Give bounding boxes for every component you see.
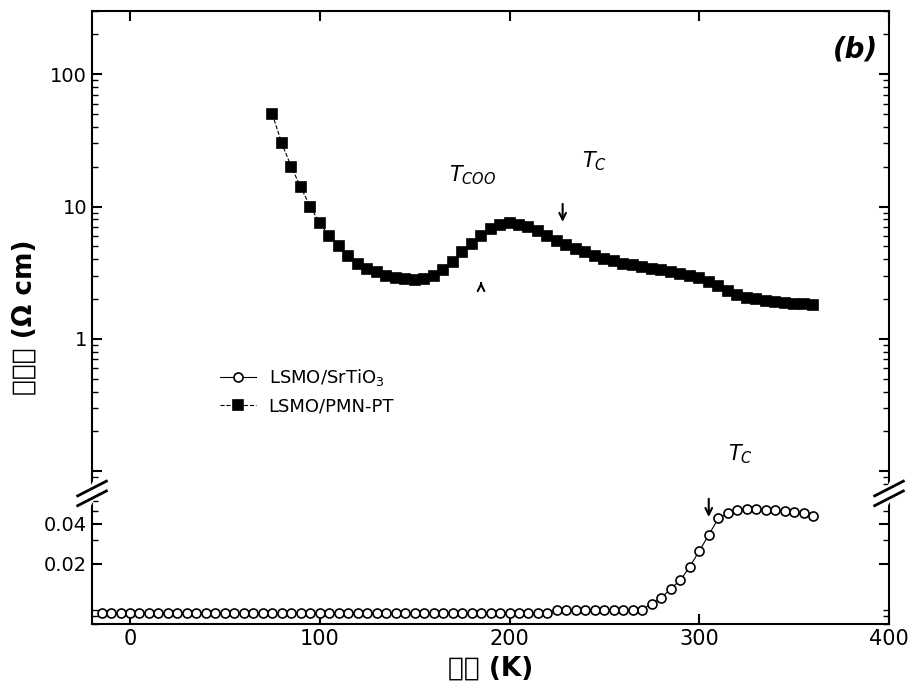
Line: LSMO/SrTiO$_3$: LSMO/SrTiO$_3$ — [96, 505, 817, 617]
LSMO/PMN-PT — [721, 287, 732, 295]
X-axis label: 温度 (K): 温度 (K) — [448, 656, 533, 682]
LSMO/SrTiO$_3$ — [807, 511, 818, 520]
Text: $T_{COO}$: $T_{COO}$ — [448, 164, 495, 187]
LSMO/SrTiO$_3$ — [741, 505, 752, 513]
LSMO/PMN-PT — [390, 274, 401, 282]
Y-axis label: 电阵率 (Ω cm): 电阵率 (Ω cm) — [11, 240, 37, 395]
LSMO/SrTiO$_3$ — [96, 608, 107, 617]
Legend: LSMO/SrTiO$_3$, LSMO/PMN-PT: LSMO/SrTiO$_3$, LSMO/PMN-PT — [212, 360, 401, 423]
LSMO/PMN-PT — [788, 299, 799, 308]
Text: (b): (b) — [833, 35, 878, 64]
Text: $T_C$: $T_C$ — [581, 149, 606, 173]
Line: LSMO/PMN-PT: LSMO/PMN-PT — [267, 109, 817, 309]
LSMO/SrTiO$_3$ — [163, 608, 174, 617]
LSMO/SrTiO$_3$ — [342, 608, 353, 617]
LSMO/PMN-PT — [664, 268, 675, 277]
LSMO/PMN-PT — [627, 261, 638, 270]
LSMO/SrTiO$_3$ — [570, 606, 581, 614]
LSMO/PMN-PT — [267, 110, 278, 119]
LSMO/SrTiO$_3$ — [466, 608, 477, 617]
LSMO/SrTiO$_3$ — [664, 584, 675, 593]
LSMO/PMN-PT — [807, 300, 818, 308]
Text: $T_C$: $T_C$ — [727, 442, 752, 466]
LSMO/SrTiO$_3$ — [550, 606, 562, 614]
LSMO/PMN-PT — [399, 274, 410, 283]
